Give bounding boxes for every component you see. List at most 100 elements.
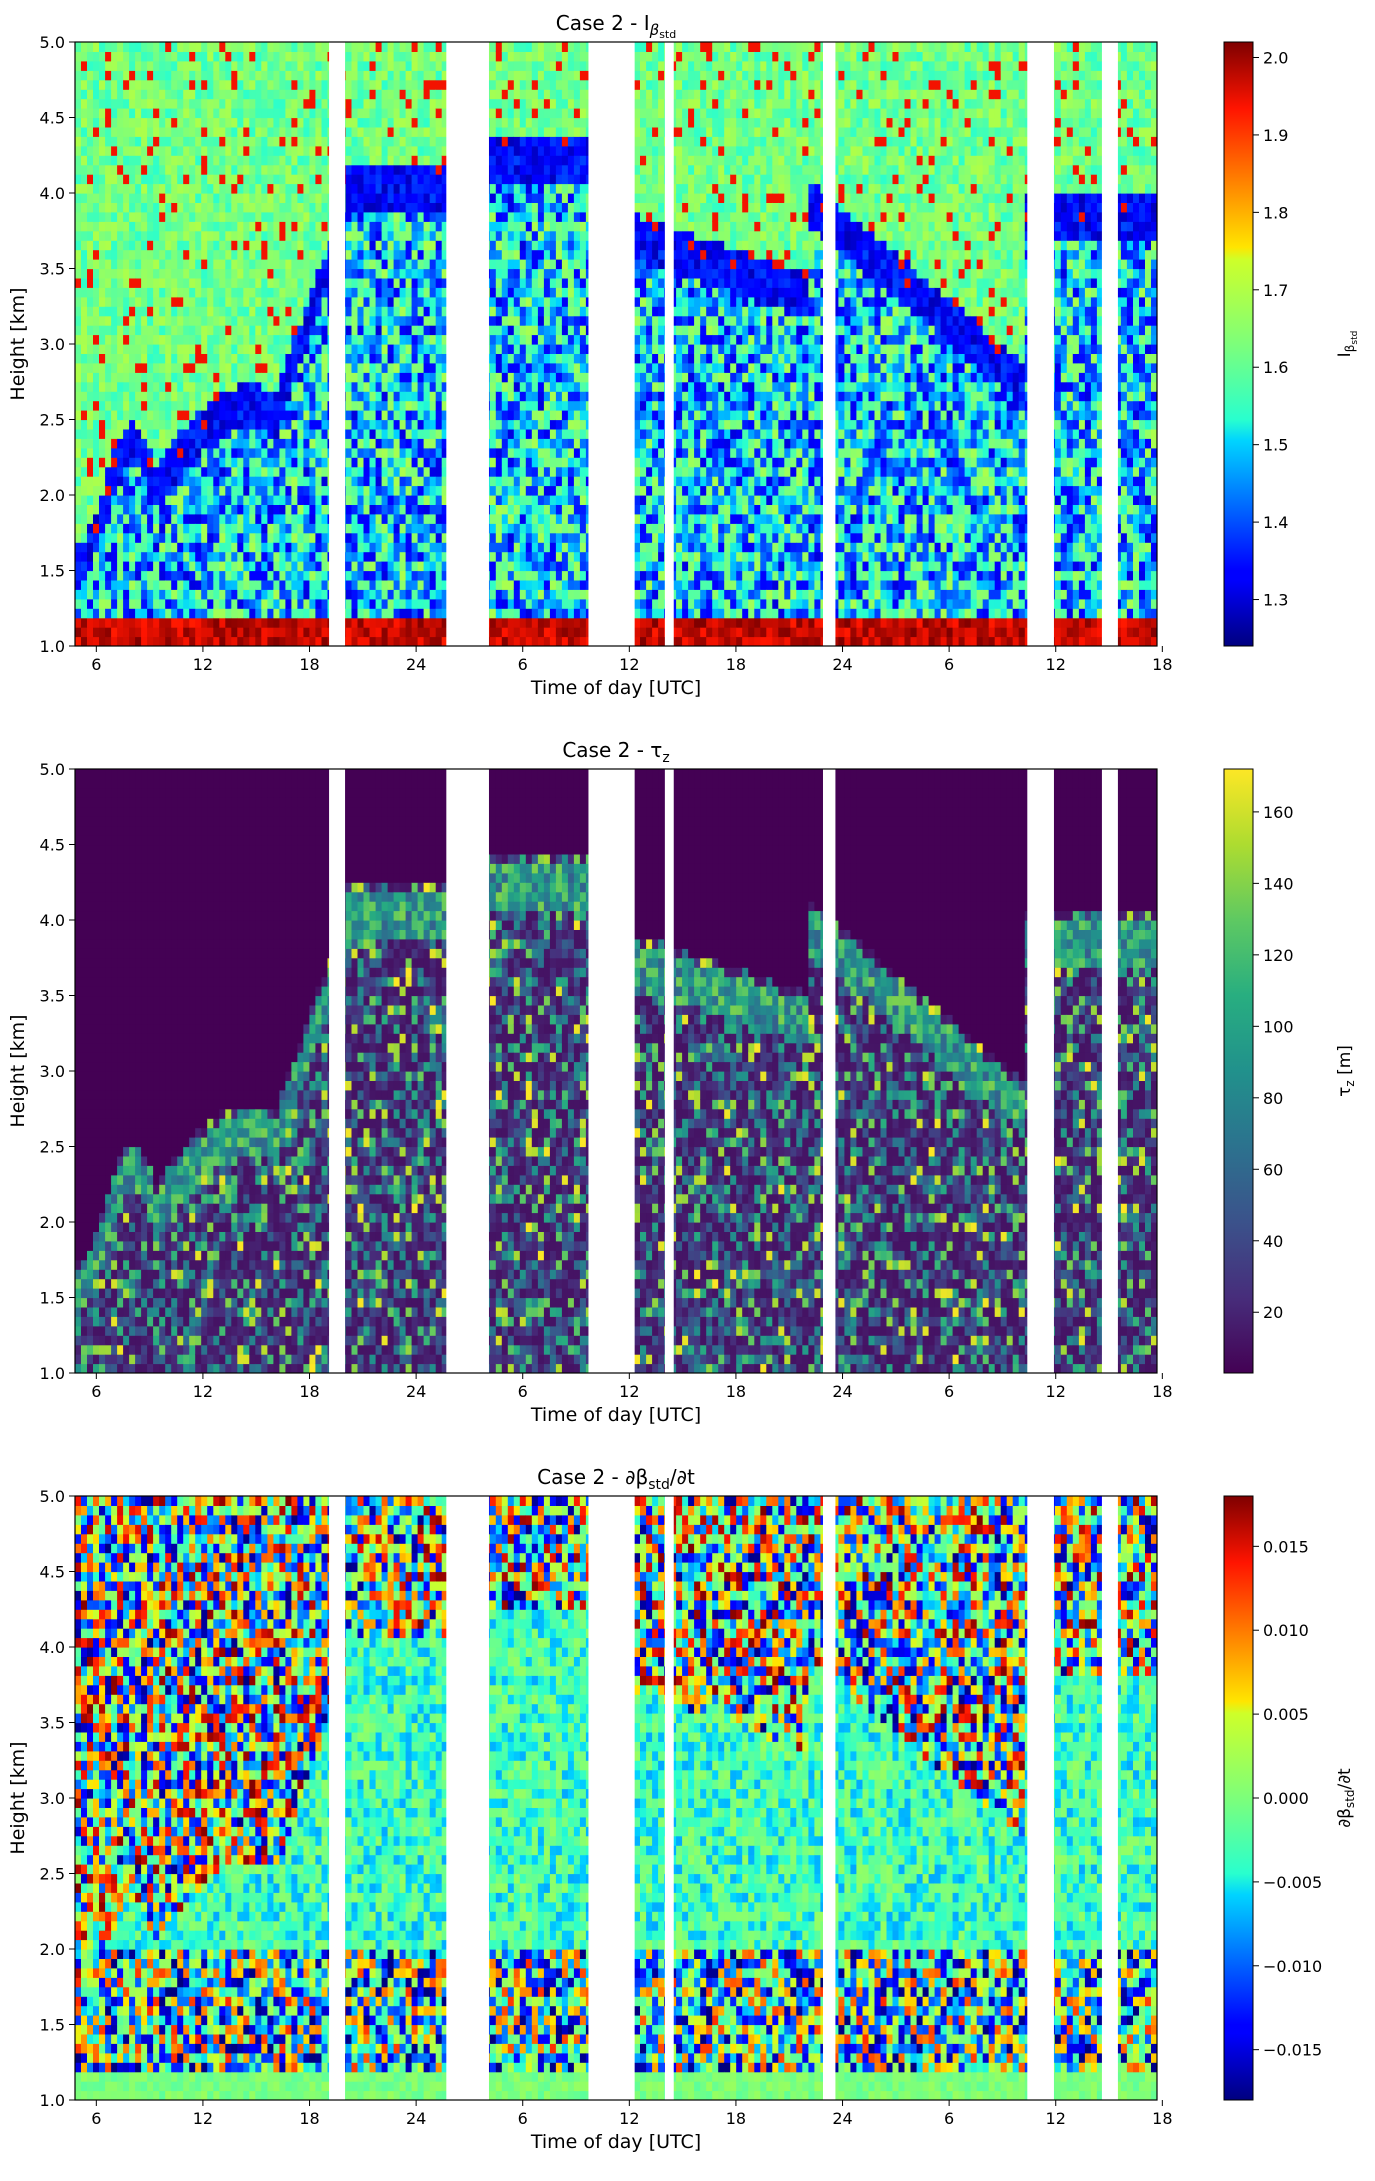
colorbar-tick-label: 1.6 <box>1263 358 1288 377</box>
x-tick-label: 6 <box>518 655 528 674</box>
y-tick-label: 1.0 <box>40 637 65 656</box>
x-tick-label: 12 <box>193 655 213 674</box>
colorbar-tick-label: 0.005 <box>1263 1705 1309 1724</box>
y-axis-label: Height [km] <box>7 1014 29 1127</box>
colorbar-tick-label: −0.005 <box>1263 1873 1322 1892</box>
data-gap <box>664 42 674 646</box>
x-tick-label: 18 <box>299 2109 319 2128</box>
y-tick-label: 4.0 <box>40 184 65 203</box>
colorbar-tick-label: 1.8 <box>1263 203 1288 222</box>
chart-title: Case 2 - τz <box>562 738 669 766</box>
x-axis-label: Time of day [UTC] <box>530 2131 701 2153</box>
colorbar-tick-label: −0.015 <box>1263 2041 1322 2060</box>
data-gap <box>1101 769 1118 1373</box>
chart-title: Case 2 - Iβstd <box>556 11 676 41</box>
data-gap <box>329 1496 346 2100</box>
colorbar-label: ∂βstd/∂t <box>1335 1768 1357 1828</box>
data-gap <box>664 769 674 1373</box>
x-tick-label: 12 <box>1046 2109 1066 2128</box>
x-tick-label: 18 <box>299 655 319 674</box>
colorbar: 1.3 1.4 1.5 1.6 1.7 1.8 1.9 2.0 Iβstd <box>1223 41 1360 647</box>
x-tick-label: 12 <box>1046 1382 1066 1401</box>
data-gap <box>1027 42 1054 646</box>
chart-title: Case 2 - ∂βstd/∂t <box>537 1465 695 1493</box>
y-tick-label: 1.0 <box>40 2091 65 2110</box>
data-gap <box>822 1496 836 2100</box>
data-gap <box>822 769 836 1373</box>
y-tick-label: 4.5 <box>40 1563 65 1582</box>
heatmap <box>75 1496 1157 2100</box>
y-tick-label: 3.0 <box>40 1789 65 1808</box>
data-gap <box>446 42 489 646</box>
x-tick-label: 12 <box>193 2109 213 2128</box>
y-tick-label: 3.0 <box>40 1062 65 1081</box>
colorbar-tick-label: 40 <box>1263 1232 1283 1251</box>
data-gap <box>1027 769 1054 1373</box>
y-tick-label: 5.0 <box>40 33 65 52</box>
data-gap <box>664 1496 674 2100</box>
x-tick-label: 18 <box>1152 2109 1172 2128</box>
x-tick-label: 24 <box>832 1382 852 1401</box>
x-tick-label: 12 <box>619 655 639 674</box>
x-tick-label: 12 <box>619 1382 639 1401</box>
x-tick-label: 6 <box>518 2109 528 2128</box>
colorbar-tick-label: 120 <box>1263 946 1294 965</box>
y-tick-label: 2.0 <box>40 486 65 505</box>
panel-2: Case 2 - τz 1.0 1.5 2.0 2.5 3.0 3.5 4.0 4.5 5.0 6 1… <box>7 738 1357 1426</box>
colorbar-tick-label: 60 <box>1263 1160 1283 1179</box>
colorbar-tick-label: 160 <box>1263 803 1294 822</box>
y-tick-label: 4.0 <box>40 911 65 930</box>
x-tick-label: 6 <box>91 2109 101 2128</box>
data-gap <box>588 42 635 646</box>
data-gap <box>446 769 489 1373</box>
y-tick-label: 2.0 <box>40 1213 65 1232</box>
colorbar-tick-label: 0.015 <box>1263 1537 1309 1556</box>
x-tick-label: 18 <box>726 2109 746 2128</box>
x-tick-label: 12 <box>193 1382 213 1401</box>
colorbar: 20 40 60 80 100 120 140 160 τz [m] <box>1223 768 1357 1374</box>
data-gap <box>588 769 635 1373</box>
y-tick-label: 2.5 <box>40 1865 65 1884</box>
y-tick-label: 2.5 <box>40 411 65 430</box>
x-tick-label: 18 <box>726 655 746 674</box>
colorbar-tick-label: 100 <box>1263 1017 1294 1036</box>
y-tick-label: 5.0 <box>40 760 65 779</box>
colorbar-tick-label: −0.010 <box>1263 1957 1322 1976</box>
y-tick-label: 1.5 <box>40 1289 65 1308</box>
y-tick-label: 4.5 <box>40 836 65 855</box>
x-tick-label: 24 <box>406 2109 426 2128</box>
x-tick-label: 6 <box>518 1382 528 1401</box>
x-tick-label: 6 <box>91 1382 101 1401</box>
x-tick-label: 6 <box>91 655 101 674</box>
y-tick-label: 1.5 <box>40 2016 65 2035</box>
data-gap <box>329 769 346 1373</box>
colorbar-tick-label: 140 <box>1263 874 1294 893</box>
colorbar-tick-label: 1.3 <box>1263 591 1288 610</box>
data-gap <box>329 42 346 646</box>
colorbar-tick-label: 1.9 <box>1263 126 1288 145</box>
x-tick-label: 6 <box>944 1382 954 1401</box>
y-tick-label: 3.0 <box>40 335 65 354</box>
y-tick-label: 4.0 <box>40 1638 65 1657</box>
panel-3: Case 2 - ∂βstd/∂t 1.0 1.5 2.0 2.5 3.0 3.5 4.0 4.… <box>7 1465 1357 2153</box>
y-axis-label: Height [km] <box>7 1741 29 1854</box>
data-gap <box>588 1496 635 2100</box>
data-gap <box>1027 1496 1054 2100</box>
colorbar-tick-label: 0.010 <box>1263 1621 1309 1640</box>
y-tick-label: 1.0 <box>40 1364 65 1383</box>
x-tick-label: 24 <box>832 2109 852 2128</box>
data-gap <box>1101 42 1118 646</box>
x-tick-label: 12 <box>1046 655 1066 674</box>
x-tick-label: 18 <box>1152 655 1172 674</box>
y-tick-label: 2.5 <box>40 1138 65 1157</box>
y-tick-label: 1.5 <box>40 562 65 581</box>
y-tick-label: 4.5 <box>40 109 65 128</box>
data-gap <box>822 42 836 646</box>
colorbar-tick-label: 2.0 <box>1263 48 1288 67</box>
colorbar-tick-label: 20 <box>1263 1303 1283 1322</box>
y-tick-label: 3.5 <box>40 987 65 1006</box>
colorbar-label: Iβstd <box>1335 331 1360 358</box>
data-gap <box>446 1496 489 2100</box>
x-tick-label: 18 <box>726 1382 746 1401</box>
x-tick-label: 18 <box>299 1382 319 1401</box>
